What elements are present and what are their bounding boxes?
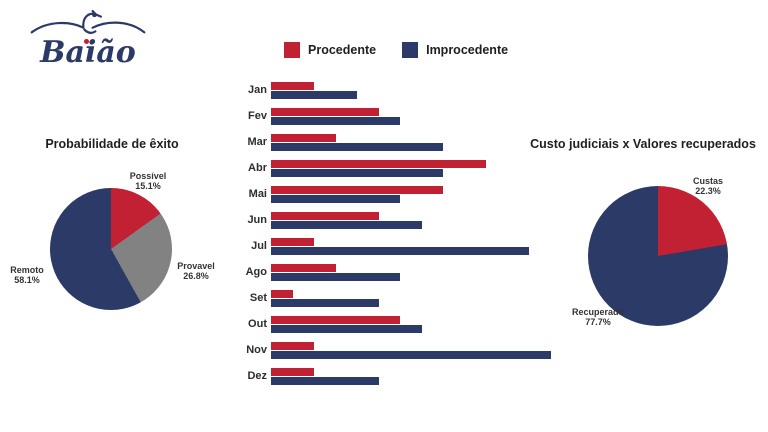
month-label-dez: Dez <box>247 370 267 382</box>
bar-procedente-nov <box>271 342 314 350</box>
month-label-fev: Fev <box>248 110 267 122</box>
pie-label-provavel: Provavel 26.8% <box>170 261 222 281</box>
month-label-abr: Abr <box>248 162 267 174</box>
bar-row-nov: Nov <box>246 342 571 368</box>
bar-row-jun: Jun <box>247 212 571 238</box>
bar-improcedente-jan <box>271 91 357 99</box>
slice-name: Custas <box>692 176 723 186</box>
month-label-ago: Ago <box>245 266 267 278</box>
bar-row-fev: Fev <box>248 108 571 134</box>
legend-label-procedente: Procedente <box>308 43 377 57</box>
month-label-mai: Mai <box>248 188 267 200</box>
bar-procedente-mai <box>271 186 443 194</box>
bar-row-mar: Mar <box>247 134 571 160</box>
bar-row-dez: Dez <box>247 368 571 394</box>
bar-improcedente-mar <box>271 143 443 151</box>
slice-name: Provavel <box>177 261 215 271</box>
monthly-bar-chart: Jan Fev Mar Abr Mai Jun Jul Ago Set Out Nov Dez <box>246 82 571 398</box>
pie-label-remoto: Remoto 58.1% <box>4 265 50 285</box>
month-label-set: Set <box>249 292 267 304</box>
pie-title-probabilidade: Probabilidade de êxito <box>45 137 179 151</box>
slice-pct: 22.3% <box>695 186 721 196</box>
slice-pct: 77.7% <box>585 317 611 327</box>
month-label-mar: Mar <box>247 136 267 148</box>
bar-chart-legend: Procedente Improcedente <box>284 42 508 58</box>
bar-row-set: Set <box>250 290 571 316</box>
month-label-jan: Jan <box>248 84 267 96</box>
slice-pct: 58.1% <box>14 275 40 285</box>
legend-swatch-improcedente <box>402 42 419 58</box>
legend-item-improcedente: Improcedente <box>402 42 508 58</box>
bar-procedente-set <box>271 290 293 298</box>
bar-improcedente-out <box>271 325 422 333</box>
bar-improcedente-nov <box>271 351 551 359</box>
bar-row-out: Out <box>248 316 571 342</box>
bar-improcedente-mai <box>271 195 400 203</box>
bar-improcedente-set <box>271 299 379 307</box>
pie-label-recuperado: Recuperado 77.7% <box>566 307 630 327</box>
month-label-out: Out <box>248 318 267 330</box>
month-label-jul: Jul <box>251 240 267 252</box>
bar-row-mai: Mai <box>249 186 571 212</box>
bar-improcedente-fev <box>271 117 400 125</box>
pie-chart-custo <box>588 186 728 326</box>
pie-label-custas: Custas 22.3% <box>682 176 734 196</box>
bar-improcedente-jul <box>271 247 529 255</box>
slice-name: Recuperado <box>571 307 624 317</box>
bar-procedente-dez <box>271 368 314 376</box>
bar-improcedente-dez <box>271 377 379 385</box>
pie-chart-probabilidade <box>50 188 172 310</box>
slice-name: Remoto <box>10 265 44 275</box>
slice-pct: 15.1% <box>135 181 161 191</box>
legend-item-procedente: Procedente <box>284 42 376 58</box>
slice-name: Possível <box>129 171 167 181</box>
bar-procedente-jul <box>271 238 314 246</box>
brand-logo: Baião <box>28 8 148 78</box>
logo-i-dot <box>84 39 89 44</box>
pie-label-possivel: Possível 15.1% <box>118 171 178 191</box>
month-label-nov: Nov <box>246 344 267 356</box>
month-label-jun: Jun <box>247 214 267 226</box>
pie-title-custo: Custo judiciais x Valores recuperados <box>530 137 756 151</box>
legend-label-improcedente: Improcedente <box>426 43 509 57</box>
bar-row-abr: Abr <box>248 160 571 186</box>
bar-procedente-jun <box>271 212 379 220</box>
bar-row-ago: Ago <box>246 264 571 290</box>
bar-procedente-jan <box>271 82 314 90</box>
bar-improcedente-jun <box>271 221 422 229</box>
bar-procedente-mar <box>271 134 336 142</box>
bar-procedente-abr <box>271 160 486 168</box>
slice-pct: 26.8% <box>183 271 209 281</box>
bar-row-jan: Jan <box>248 82 571 108</box>
bird-icon <box>30 9 146 34</box>
bar-improcedente-abr <box>271 169 443 177</box>
bar-row-jul: Jul <box>251 238 571 264</box>
bar-improcedente-ago <box>271 273 400 281</box>
bar-procedente-fev <box>271 108 379 116</box>
bar-procedente-out <box>271 316 400 324</box>
legend-swatch-procedente <box>284 42 300 58</box>
bar-procedente-ago <box>271 264 336 272</box>
